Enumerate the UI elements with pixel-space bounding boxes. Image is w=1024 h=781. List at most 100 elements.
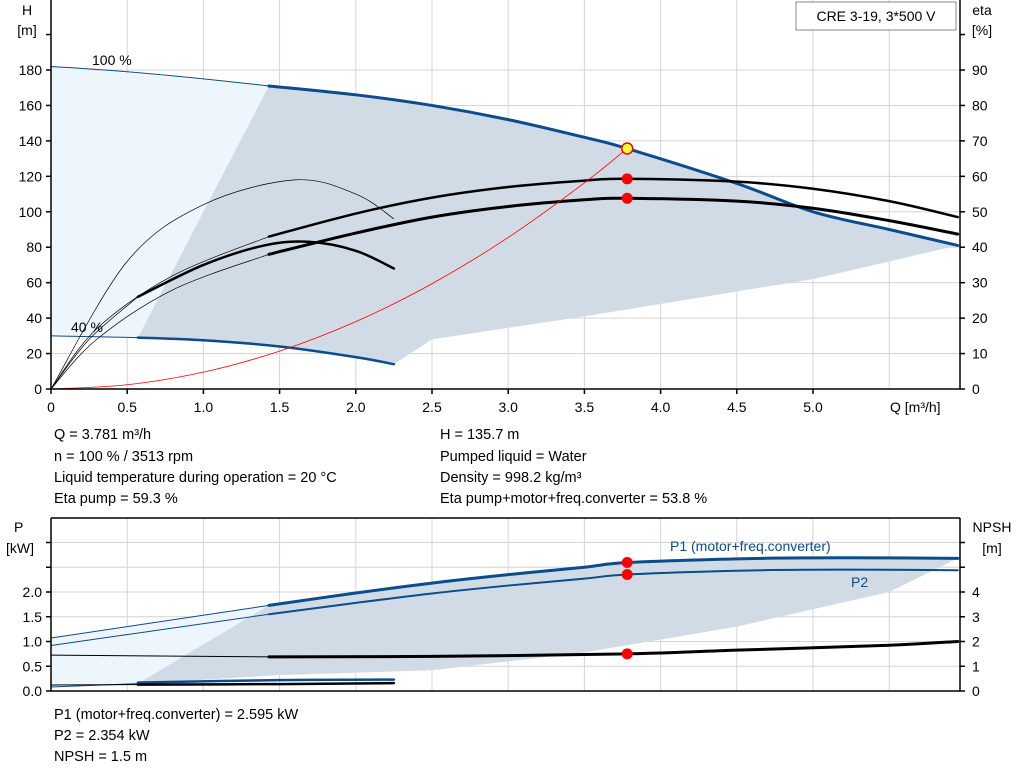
- y-tick-label-left: 60: [26, 275, 42, 291]
- y-tick-label-left: 1.5: [23, 609, 43, 625]
- curve-h40-thin: [50, 335, 139, 339]
- y-tick-label-left: 140: [19, 133, 43, 149]
- info-density: Density = 998.2 kg/m³: [440, 470, 582, 486]
- y-tick-label-right: 50: [972, 204, 988, 220]
- y-tick-label-left: 80: [26, 239, 42, 255]
- operating-point: [621, 192, 633, 204]
- curve-p1-thin: [50, 604, 270, 639]
- curve-eta-total: [267, 196, 960, 256]
- head-efficiency-chart: 0 20 40 60 80 100 120 140 160 180 0 10 20 30 40 50 60 70 8…: [19, 0, 988, 415]
- y-tick-label-right: 90: [972, 62, 988, 78]
- info-pumped-liquid: Pumped liquid = Water: [440, 449, 587, 465]
- y-tick-label-left: 2.0: [23, 584, 43, 600]
- annotation-100-percent: 100 %: [92, 52, 132, 68]
- y-tick-label-right: 2: [972, 634, 980, 650]
- y-axis-unit-npsh: [m]: [982, 540, 1001, 556]
- y-tick-label-right: 70: [972, 133, 988, 149]
- curve-eta-thin-d: [50, 296, 139, 390]
- y-axis-label-npsh: NPSH: [973, 519, 1012, 535]
- x-axis-label: Q [m³/h]: [890, 399, 941, 415]
- info-top-right: H = 135.7 m Pumped liquid = Water Densit…: [440, 427, 707, 507]
- x-tick-label: 4.5: [727, 399, 747, 415]
- curve-eta-thin-a: [50, 179, 395, 390]
- curve-system: [50, 148, 628, 390]
- curve-h100: [267, 84, 960, 247]
- curve-eta-pump: [267, 177, 960, 238]
- operating-point: [620, 142, 634, 155]
- curve-h40: [136, 336, 396, 366]
- y-axis-label-h: H: [22, 2, 32, 18]
- y-tick-label-right: 80: [972, 97, 988, 113]
- operating-point: [621, 557, 633, 569]
- model-label-box: [795, 1, 957, 31]
- x-tick-label: 3.5: [575, 399, 595, 415]
- info-eta-pump: Eta pump = 59.3 %: [54, 491, 178, 507]
- y-tick-label-right: 30: [972, 275, 988, 291]
- curve-p2: [267, 568, 959, 616]
- power-npsh-chart: 0.0 0.5 1.0 1.5 2.0 0 1 2 3 4: [23, 517, 980, 699]
- x-tick-label: 2.0: [346, 399, 366, 415]
- info-p1: P1 (motor+freq.converter) = 2.595 kW: [54, 707, 298, 723]
- operating-region: [137, 557, 958, 684]
- y-tick-label-left: 120: [19, 168, 43, 184]
- y-tick-label-left: 0.5: [23, 658, 43, 674]
- info-n: n = 100 % / 3513 rpm: [54, 449, 193, 465]
- x-tick-label: 5.0: [803, 399, 823, 415]
- info-npsh: NPSH = 1.5 m: [54, 749, 147, 765]
- y-tick-label-left: 1.0: [23, 634, 43, 650]
- info-bottom: P1 (motor+freq.converter) = 2.595 kW P2 …: [54, 707, 298, 765]
- y-tick-label-left: 20: [26, 346, 42, 362]
- curve-npsh-40: [136, 681, 396, 686]
- y-axis-label-eta: eta: [972, 2, 992, 18]
- y-tick-label-left: 0.0: [23, 683, 43, 699]
- x-tick-label: 4.0: [651, 399, 671, 415]
- curve-eta-pump-40: [136, 240, 396, 299]
- x-tick-label: 1.0: [194, 399, 214, 415]
- operating-point: [621, 648, 633, 660]
- operating-point: [621, 173, 633, 185]
- y-tick-label-left: 180: [19, 62, 43, 78]
- curve-npsh-thin: [50, 654, 270, 658]
- x-tick-label: 0.5: [117, 399, 137, 415]
- curve-h100-thin: [50, 65, 270, 87]
- y-axis-unit-eta: [%]: [972, 22, 992, 38]
- y-tick-label-right: 0: [972, 381, 980, 397]
- curve-p2-thin: [50, 613, 270, 646]
- operating-point: [621, 568, 633, 580]
- y-tick-label-left: 0: [34, 381, 42, 397]
- y-tick-label-right: 20: [972, 310, 988, 326]
- y-tick-label-right: 10: [972, 346, 988, 362]
- y-tick-label-left: 40: [26, 310, 42, 326]
- model-label: CRE 3-19, 3*500 V: [816, 8, 936, 24]
- curve-p1: [267, 556, 960, 607]
- y-tick-label-left: 160: [19, 97, 43, 113]
- y-axis-label-p: P: [14, 519, 23, 535]
- operating-region: [137, 85, 958, 365]
- y-tick-label-right: 0: [972, 683, 980, 699]
- info-h: H = 135.7 m: [440, 427, 519, 443]
- x-tick-label: 0: [47, 399, 55, 415]
- x-tick-label: 1.5: [270, 399, 290, 415]
- y-axis-unit-p: [kW]: [6, 540, 34, 556]
- y-tick-label-right: 3: [972, 609, 980, 625]
- info-top-left: Q = 3.781 m³/h n = 100 % / 3513 rpm Liqu…: [54, 427, 337, 507]
- curve-npsh: [267, 640, 960, 659]
- curve-eta-thin-c: [50, 253, 270, 390]
- curve-eta-thin-b: [50, 236, 270, 390]
- y-tick-label-right: 40: [972, 239, 988, 255]
- light-operating-region: [51, 66, 269, 338]
- y-tick-label-right: 60: [972, 168, 988, 184]
- annotation-40-percent: 40 %: [71, 319, 103, 335]
- x-tick-label: 2.5: [422, 399, 442, 415]
- info-liquid-temp: Liquid temperature during operation = 20…: [54, 470, 337, 486]
- y-axis-unit-h: [m]: [17, 22, 36, 38]
- series-label-p2: P2: [851, 574, 868, 590]
- light-operating-region: [51, 605, 269, 688]
- info-p2: P2 = 2.354 kW: [54, 728, 150, 744]
- info-q: Q = 3.781 m³/h: [54, 427, 151, 443]
- y-tick-label-left: 100: [19, 204, 43, 220]
- series-label-p1: P1 (motor+freq.converter): [670, 538, 831, 554]
- info-eta-total: Eta pump+motor+freq.converter = 53.8 %: [440, 491, 707, 507]
- x-tick-label: 3.0: [498, 399, 518, 415]
